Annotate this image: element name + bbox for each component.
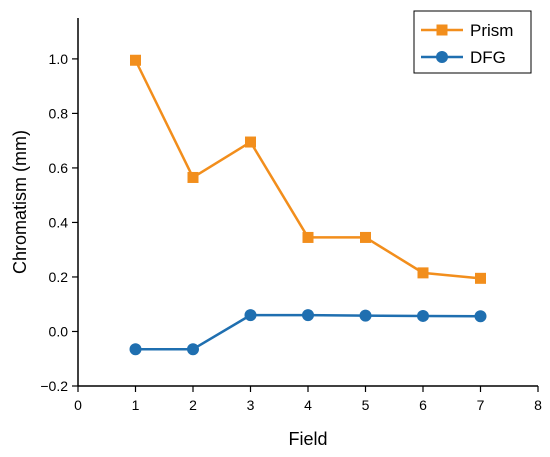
- legend-box: [413, 10, 532, 74]
- y-axis-title: Chromatism (mm): [10, 130, 30, 274]
- point-prism: [475, 272, 486, 284]
- point-dfg: [359, 309, 372, 322]
- x-tick-label: 8: [534, 397, 542, 413]
- point-prism: [360, 231, 371, 243]
- y-ticks: −0.2 0.0 0.2 0.4 0.6 0.8 1.0: [40, 51, 78, 394]
- y-tick-label: 0.8: [49, 105, 69, 121]
- y-tick-label: 0.2: [49, 269, 69, 285]
- x-tick-label: 5: [362, 397, 370, 413]
- legend-marker-dfg: [436, 51, 448, 63]
- legend-items: Prism DFG: [421, 21, 513, 67]
- series-layer: [129, 54, 487, 356]
- x-ticks: 0 1 2 3 4 5 6 7 8: [74, 386, 542, 413]
- point-dfg: [129, 343, 142, 356]
- point-prism: [187, 171, 199, 183]
- legend: Prism DFG: [413, 10, 532, 74]
- point-dfg: [417, 309, 429, 322]
- x-tick-label: 6: [419, 397, 427, 413]
- legend-marker-prism: [436, 24, 448, 36]
- point-dfg: [474, 310, 487, 323]
- x-tick-label: 3: [247, 397, 255, 413]
- y-tick-label: 0.4: [49, 214, 69, 230]
- point-dfg: [187, 343, 199, 356]
- x-tick-label: 2: [189, 397, 197, 413]
- point-dfg: [302, 309, 314, 322]
- x-tick-label: 4: [304, 397, 312, 413]
- point-dfg: [244, 309, 257, 322]
- x-tick-label: 1: [132, 397, 140, 413]
- x-axis-title: Field: [288, 429, 327, 449]
- y-tick-label: 1.0: [49, 51, 69, 67]
- point-prism: [130, 54, 141, 66]
- x-tick-label: 0: [74, 397, 82, 413]
- point-prism: [417, 267, 429, 279]
- y-tick-label: −0.2: [40, 378, 68, 394]
- point-prism: [245, 136, 256, 148]
- point-prism: [302, 231, 314, 243]
- legend-label-prism: Prism: [470, 21, 513, 40]
- x-tick-label: 7: [477, 397, 485, 413]
- y-tick-label: 0.6: [49, 160, 69, 176]
- legend-label-dfg: DFG: [470, 48, 506, 67]
- y-tick-label: 0.0: [49, 323, 69, 339]
- series-line-prism: [134, 59, 481, 280]
